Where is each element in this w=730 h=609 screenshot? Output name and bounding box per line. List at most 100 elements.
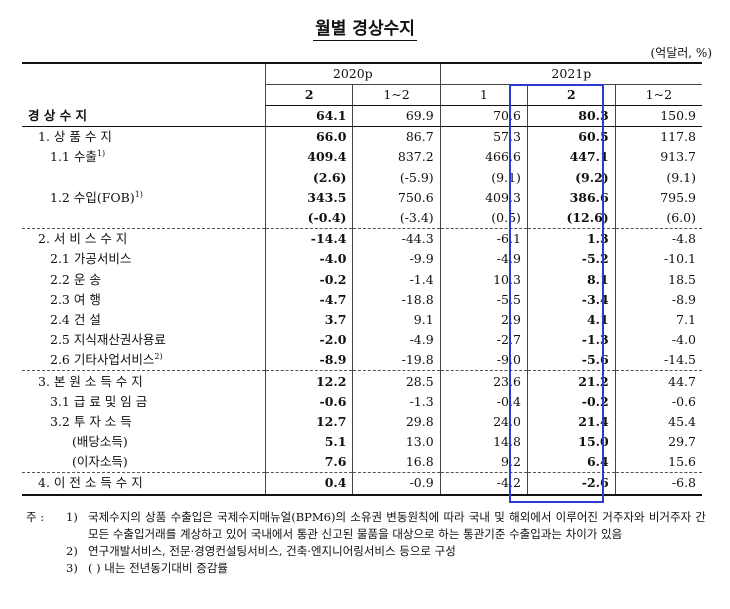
cell-value: 13.0 xyxy=(352,432,441,453)
table-row: 2.1 가공서비스 -4.0 -9.9 -4.9 -5.2 -10.1 xyxy=(22,249,702,270)
row-label: 2.5 지식재산권사용료 xyxy=(22,330,266,351)
cell-value: (2.6) xyxy=(312,169,347,185)
header-2021-jan: 1 xyxy=(439,84,528,106)
cell-value: -1.3 xyxy=(352,391,441,412)
cell-value: 2.9 xyxy=(439,309,528,331)
row-label: 3.2 투 자 소 득 xyxy=(22,411,266,432)
cell-value: -1.4 xyxy=(352,269,441,290)
cell-value: -4.7 xyxy=(319,291,347,307)
cell-value: -0.6 xyxy=(614,391,702,412)
footnote-text: 연구개발서비스, 전문·경영컨설팅서비스, 건축·엔지니어링서비스 등으로 구성 xyxy=(88,544,456,558)
cell-value: 29.7 xyxy=(614,432,702,453)
cell-value: 24.0 xyxy=(439,411,528,432)
row-label: 2.6 기타사업서비스2) xyxy=(22,350,266,372)
cell-value: 750.6 xyxy=(352,187,441,208)
cell-value: -2.0 xyxy=(319,332,347,348)
cell-value: 447.1 xyxy=(526,147,616,168)
row-label-text: (이자소득) xyxy=(72,454,128,470)
cell-value: 21.4 xyxy=(526,411,616,432)
table-row: 1.2 수입(FOB)1) 343.5 750.6 409.3 386.6 795.9 xyxy=(22,187,702,208)
table-row: (배당소득) 5.1 13.0 14.8 15.0 29.7 xyxy=(22,432,702,453)
header-2021-feb: 2 xyxy=(526,84,616,106)
row-label: 1.1 수출1) xyxy=(22,147,266,168)
table-row: 4. 이 전 소 득 수 지 0.4 -0.9 -4.2 -2.6 -6.8 xyxy=(22,472,702,496)
row-label-text: 1.2 수입(FOB) xyxy=(50,189,135,205)
table-row: 1. 상 품 수 지 66.0 86.7 57.3 60.5 117.8 xyxy=(22,126,702,148)
row-label-text: 4. 이 전 소 득 수 지 xyxy=(38,475,143,491)
table-row: 경 상 수 지 64.1 69.9 70.6 80.3 150.9 xyxy=(22,105,702,128)
cell-value: -0.2 xyxy=(526,391,616,412)
row-label-text: 2.1 가공서비스 xyxy=(50,251,132,267)
cell-value: -2.6 xyxy=(526,472,616,496)
table-row: (이자소득) 7.6 16.8 9.2 6.4 15.6 xyxy=(22,452,702,474)
cell-value: 66.0 xyxy=(315,129,347,145)
cell-value: 18.5 xyxy=(614,269,702,290)
cell-value: 3.7 xyxy=(324,311,347,327)
row-label-text: 경 상 수 지 xyxy=(28,107,88,123)
cell-value: -4.9 xyxy=(439,249,528,270)
cell-value: -19.8 xyxy=(352,350,441,372)
cell-value: 57.3 xyxy=(439,126,528,148)
cell-value: -14.4 xyxy=(310,231,347,247)
cell-value: 9.2 xyxy=(439,452,528,474)
cell-value: -9.0 xyxy=(439,350,528,372)
cell-value: (0.5) xyxy=(439,207,528,230)
row-label: (배당소득) xyxy=(22,432,266,453)
cell-value: -5.6 xyxy=(526,350,616,372)
cell-value: 409.4 xyxy=(307,149,347,165)
table-row: 2. 서 비 스 수 지 -14.4 -44.3 -6.1 1.3 -4.8 xyxy=(22,228,702,250)
row-label-text: 1.1 수출 xyxy=(50,149,97,165)
row-label-text: 2.2 운 송 xyxy=(50,271,101,287)
cell-value: -4.9 xyxy=(352,330,441,351)
cell-value: -5.2 xyxy=(526,249,616,270)
cell-value: -8.9 xyxy=(614,289,702,310)
cell-value: 409.3 xyxy=(439,187,528,208)
cell-value: (-3.4) xyxy=(352,207,441,230)
header-row-years: 2020p 2021p xyxy=(22,62,702,106)
cell-value: -44.3 xyxy=(352,228,441,250)
table-title: 월별 경상수지 xyxy=(313,19,417,41)
cell-value: 44.7 xyxy=(614,370,702,392)
cell-value: -9.9 xyxy=(352,249,441,270)
cell-value: -6.8 xyxy=(614,472,702,496)
row-label-text: 3. 본 원 소 득 수 지 xyxy=(38,373,143,389)
table-body: 경 상 수 지 64.1 69.9 70.6 80.3 150.9 1. 상 품 수 지 66… xyxy=(22,105,702,496)
cell-value: 80.3 xyxy=(526,105,616,128)
footnote-3: 3) ( ) 내는 전년동기대비 증감률 xyxy=(26,560,706,577)
cell-value: 28.5 xyxy=(352,370,441,392)
header-2021-janfeb: 1~2 xyxy=(614,84,702,106)
row-label-text: 2.4 건 설 xyxy=(50,311,101,327)
cell-value: 466.6 xyxy=(439,147,528,168)
footnote-prefix: 주 : xyxy=(26,510,45,524)
row-label-text: (배당소득) xyxy=(72,434,128,450)
cell-value: (-5.9) xyxy=(352,167,441,188)
footnote-1: 주 : 1) 국제수지의 상품 수출입은 국제수지매뉴얼(BPM6)의 소유권 … xyxy=(26,509,706,543)
footnote-marker: 2) xyxy=(154,352,163,362)
cell-value: -4.0 xyxy=(614,330,702,351)
cell-value: 5.1 xyxy=(324,434,347,450)
cell-value: 21.2 xyxy=(526,370,616,392)
table-row: 3. 본 원 소 득 수 지 12.2 28.5 23.6 21.2 44.7 xyxy=(22,370,702,392)
cell-value: -8.9 xyxy=(265,350,353,372)
cell-value: (9.1) xyxy=(439,167,528,188)
header-2020-janfeb: 1~2 xyxy=(352,84,441,106)
footnote-num: 3) xyxy=(66,561,78,575)
cell-value: 64.1 xyxy=(265,105,353,128)
cell-value: 15.6 xyxy=(614,452,702,474)
cell-value: -0.4 xyxy=(439,391,528,412)
cell-value: 7.6 xyxy=(265,452,353,474)
cell-value: 386.6 xyxy=(526,187,616,208)
cell-value: (-0.4) xyxy=(265,207,353,230)
row-label: 3. 본 원 소 득 수 지 xyxy=(22,370,266,392)
footnote-num: 1) xyxy=(66,510,78,524)
footnote-num: 2) xyxy=(66,544,78,558)
footnotes: 주 : 1) 국제수지의 상품 수출입은 국제수지매뉴얼(BPM6)의 소유권 … xyxy=(26,509,706,577)
cell-value: (12.6) xyxy=(526,207,616,230)
cell-value: -5.5 xyxy=(439,289,528,310)
cell-value: 913.7 xyxy=(614,147,702,168)
table-row: (2.6) (-5.9) (9.1) (9.2) (9.1) xyxy=(22,167,702,188)
cell-value: -0.6 xyxy=(319,393,347,409)
table-row: 2.6 기타사업서비스2) -8.9 -19.8 -9.0 -5.6 -14.5 xyxy=(22,350,702,372)
row-label: 2. 서 비 스 수 지 xyxy=(22,228,266,250)
cell-value: 795.9 xyxy=(614,187,702,208)
